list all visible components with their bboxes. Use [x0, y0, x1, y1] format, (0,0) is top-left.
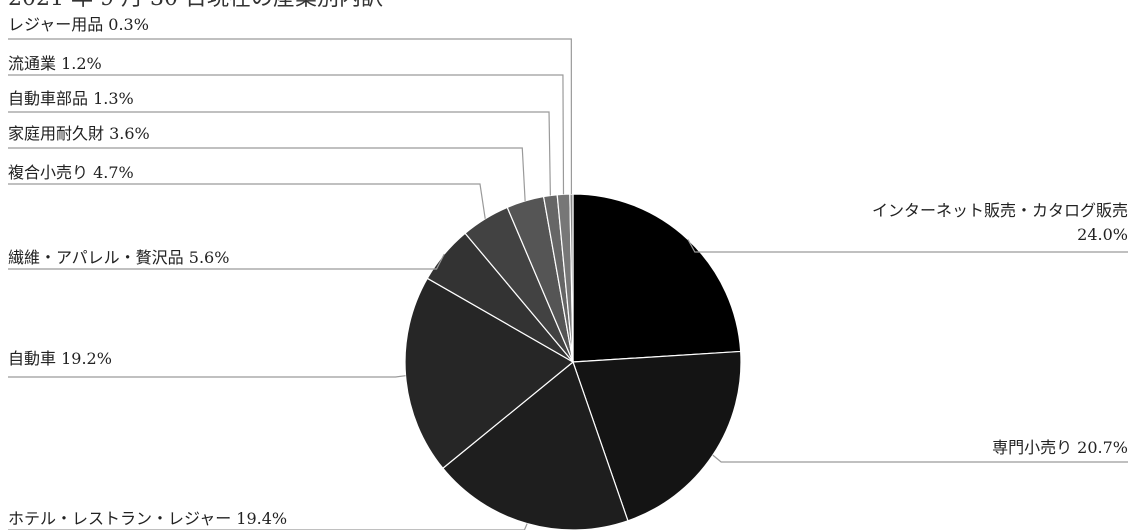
pie-slice	[404, 277, 575, 470]
slice-value-label: 24.0%	[1077, 225, 1128, 244]
slice-label: ホテル・レストラン・レジャー 19.4%	[8, 509, 287, 528]
pie-slice	[572, 193, 742, 363]
leader-line	[8, 147, 526, 202]
pie-slice	[569, 193, 574, 363]
slice-label: 複合小売り 4.7%	[8, 163, 134, 182]
leader-line	[712, 454, 1128, 463]
chart-title: 2021 年 9 月 30 日現在の産業別内訳	[8, 0, 383, 12]
slice-label: 専門小売り 20.7%	[992, 438, 1128, 457]
leader-lines	[8, 38, 1128, 530]
leader-line	[687, 239, 1128, 253]
pie-slices	[404, 193, 742, 530]
leader-line	[8, 74, 565, 195]
slice-label: 流通業 1.2%	[8, 54, 102, 73]
leader-line	[8, 38, 573, 195]
pie-slice	[572, 350, 742, 522]
slice-label: 家庭用耐久財 3.6%	[8, 124, 150, 143]
slice-label: レジャー用品 0.3%	[8, 15, 149, 34]
slice-label: 自動車部品 1.3%	[8, 89, 134, 108]
slice-label: インターネット販売・カタログ販売	[872, 201, 1128, 220]
leader-line	[8, 111, 551, 196]
leader-line	[8, 375, 406, 378]
slice-label: 自動車 19.2%	[8, 349, 112, 368]
leader-line	[8, 253, 445, 270]
pie-slice	[442, 360, 629, 530]
slice-label: 繊維・アパレル・贅沢品 5.6%	[8, 248, 229, 267]
slice-labels: インターネット販売・カタログ販売 24.0% 専門小売り 20.7% ホテル・レストラ…	[8, 15, 1128, 528]
leader-line	[8, 523, 528, 530]
leader-line	[8, 183, 486, 219]
